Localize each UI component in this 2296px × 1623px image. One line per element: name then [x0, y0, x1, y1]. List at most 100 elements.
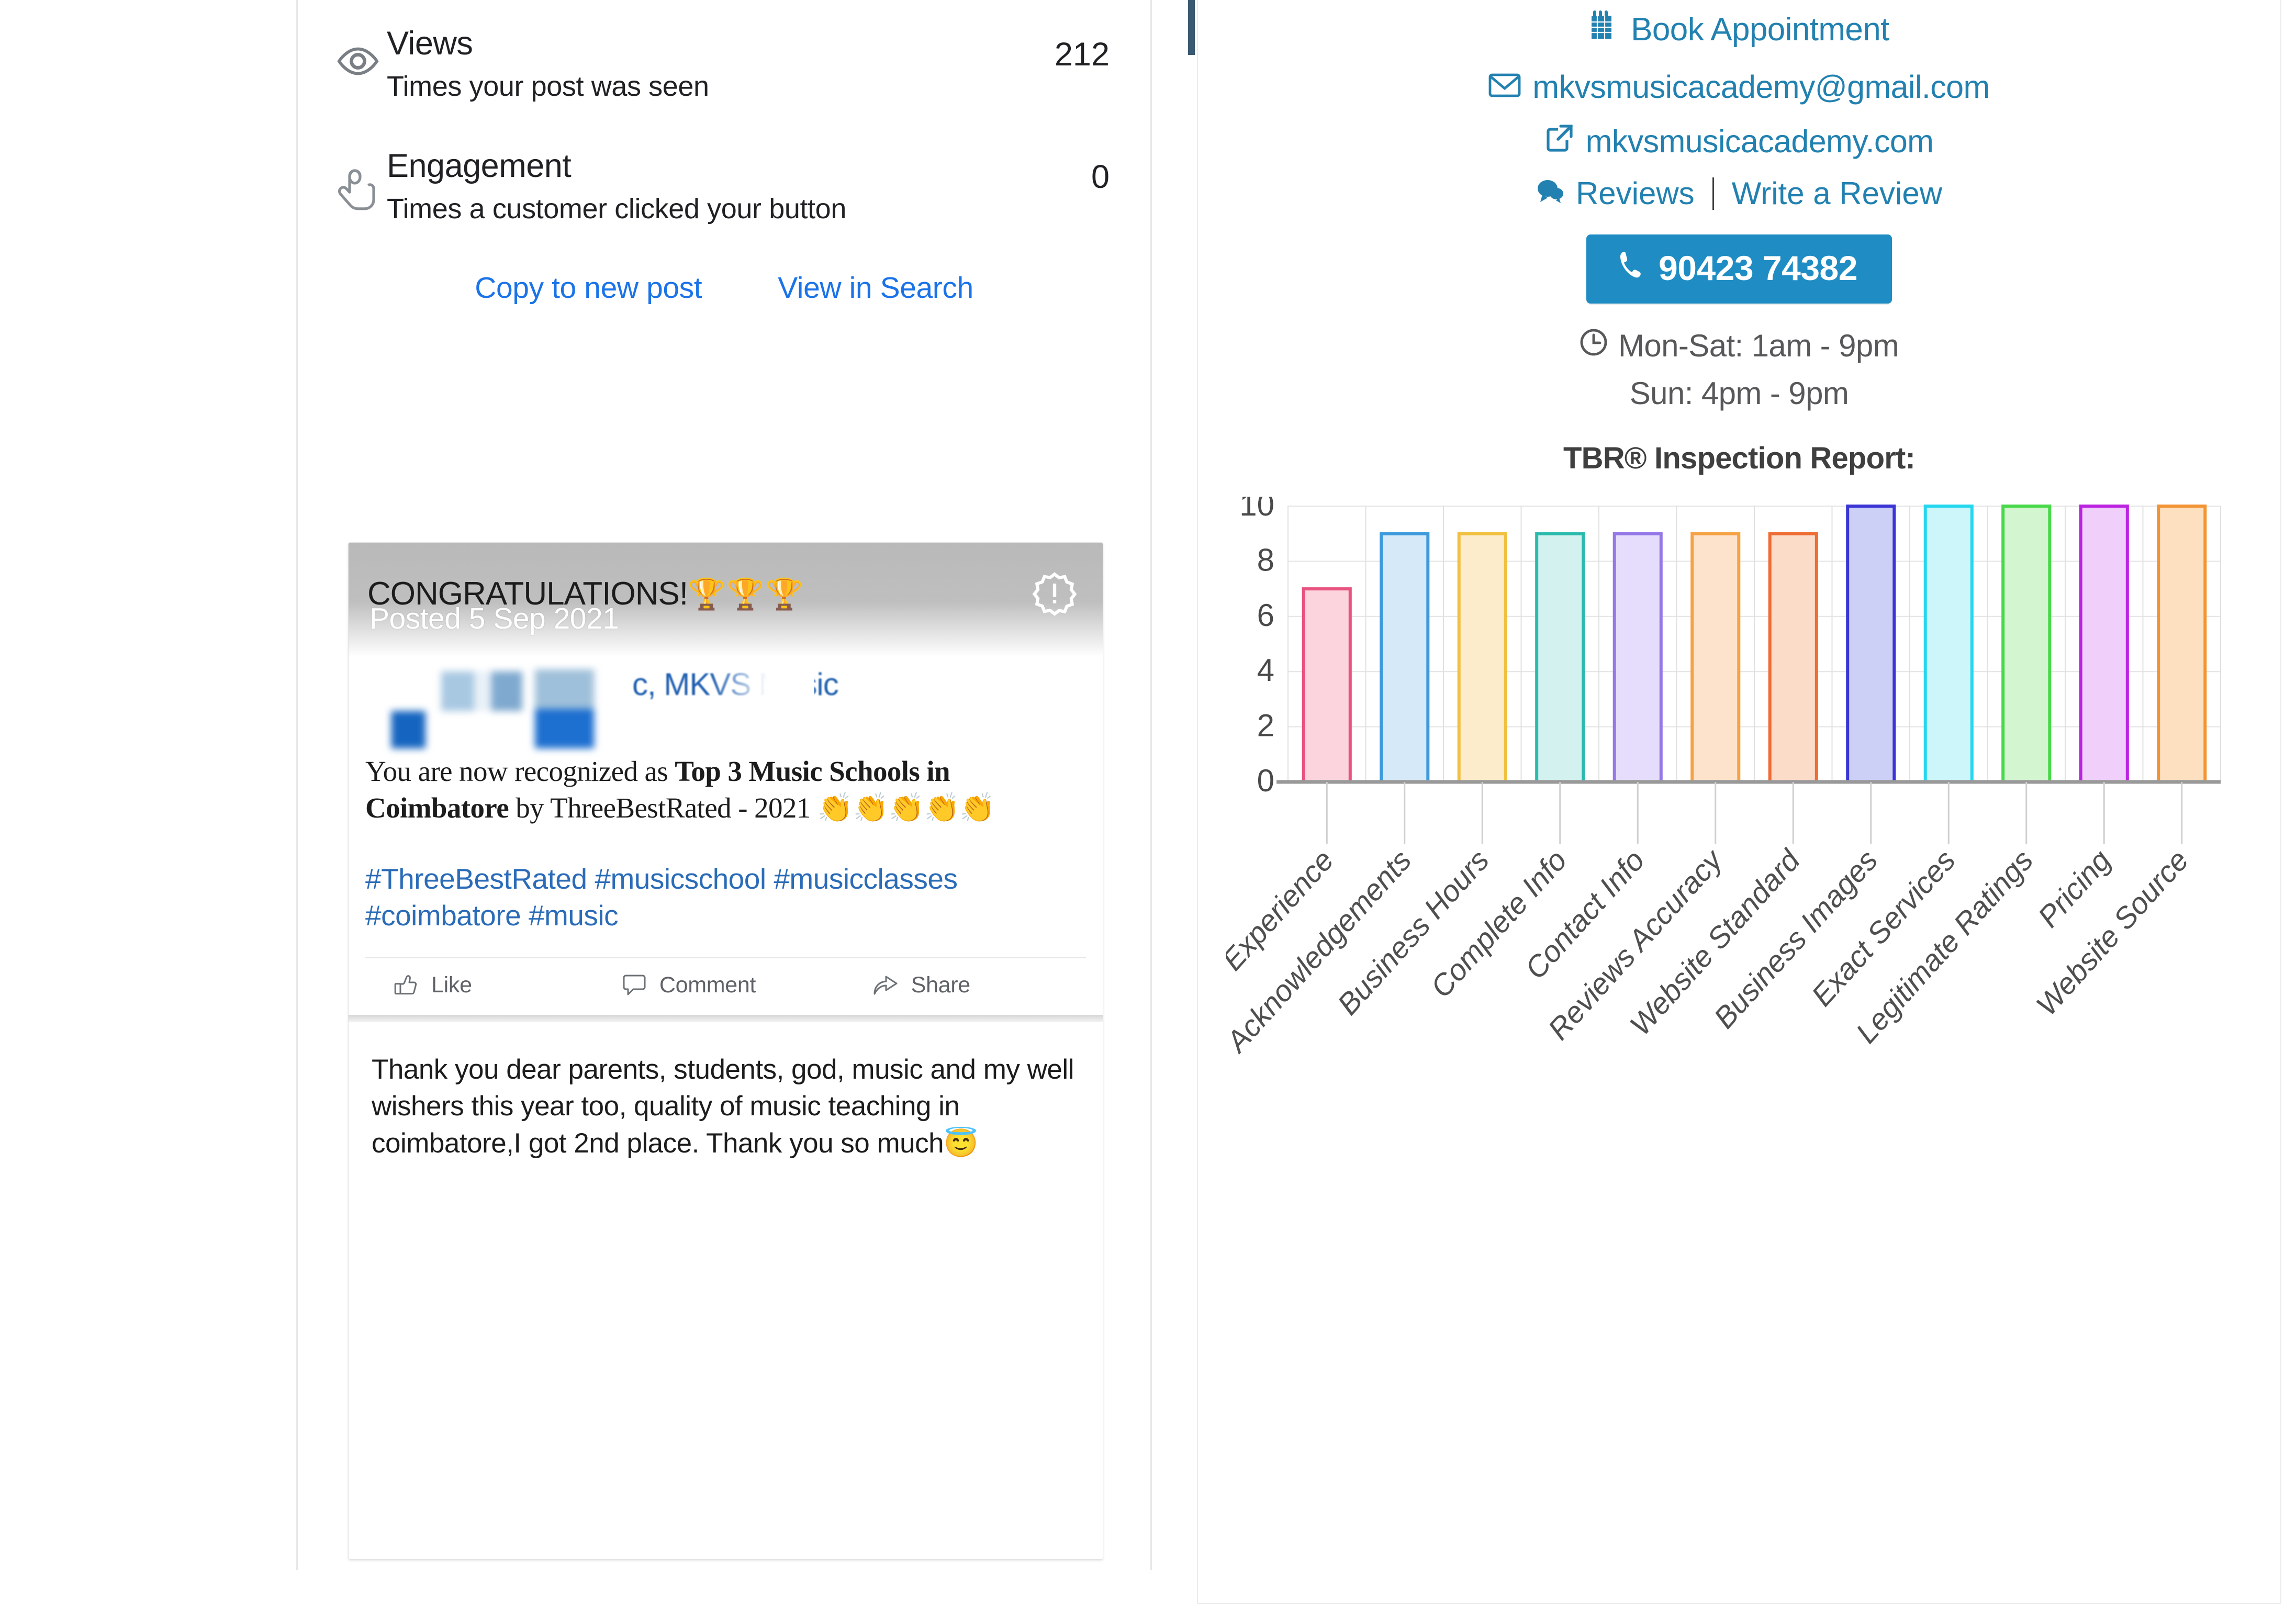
book-appointment-link[interactable]: Book Appointment	[1219, 9, 2259, 50]
stat-value: 0	[1091, 158, 1110, 195]
y-tick-label: 2	[1257, 708, 1274, 743]
logo-fade-mask	[710, 660, 814, 723]
bar-group	[2001, 505, 2052, 783]
calendar-icon	[1589, 9, 1619, 50]
post-body: You are now recognized as Top 3 Music Sc…	[349, 750, 1103, 958]
post-message-text: You are now recognized as Top 3 Music Sc…	[365, 753, 1086, 827]
comment-bubble-icon	[623, 975, 646, 995]
post-divider	[365, 957, 1086, 958]
bar-group	[1535, 532, 1585, 783]
phone-icon	[1617, 248, 1645, 288]
stat-row-engagement: Engagement Times a customer clicked your…	[329, 147, 1119, 225]
stat-subtitle: Times a customer clicked your button	[387, 193, 846, 225]
stat-title: Views	[387, 25, 473, 62]
post-preview-card[interactable]: CONGRATULATIONS!🏆🏆🏆 Posted 5 Sep 2021	[348, 542, 1103, 1560]
copy-to-new-post-link[interactable]: Copy to new post	[475, 271, 702, 305]
post-hero-headline-text: CONGRATULATIONS!	[367, 576, 688, 612]
bar-group	[2079, 505, 2129, 783]
post-posted-date: Posted 5 Sep 2021	[369, 602, 619, 635]
bar-group	[1846, 505, 1896, 783]
like-button[interactable]: Like	[374, 972, 606, 999]
chat-bubbles-icon	[1536, 175, 1565, 211]
bar-experience[interactable]	[1302, 587, 1352, 783]
blurred-logo-graphic	[388, 657, 660, 751]
stat-value: 212	[1054, 36, 1110, 73]
bar-group	[2157, 505, 2207, 783]
post-hero-banner: CONGRATULATIONS!🏆🏆🏆 Posted 5 Sep 2021	[349, 543, 1103, 657]
post-action-links: Copy to new post View in Search	[298, 271, 1150, 305]
business-hours-weekend: Sun: 4pm - 9pm	[1629, 376, 1849, 411]
stat-title: Engagement	[387, 147, 572, 184]
stat-subtitle: Times your post was seen	[387, 71, 709, 103]
post-insights-panel: Views Times your post was seen 212 Engag…	[296, 0, 1152, 1570]
business-info-panel: Book Appointment mkvsmusicacademy@gmail.…	[1188, 0, 2281, 1604]
y-tick-label: 10	[1239, 497, 1274, 522]
y-tick-label: 4	[1257, 653, 1274, 688]
post-message-bold: Top 3 Music Schools in Coimbatore	[365, 755, 950, 824]
post-social-actions: Like Comment Share	[349, 958, 1103, 1015]
post-section-separator	[349, 1014, 1103, 1022]
click-hand-icon	[329, 149, 387, 216]
bar-business-hours[interactable]	[1457, 532, 1507, 783]
bar-group	[1457, 532, 1507, 783]
bar-legitimate-ratings[interactable]	[2001, 505, 2052, 783]
bar-group	[1690, 532, 1741, 783]
bar-acknowledgements[interactable]	[1380, 532, 1430, 783]
trophy-icons: 🏆🏆🏆	[688, 577, 804, 611]
post-message-lead: You are now recognized as	[365, 755, 675, 787]
chart-title: TBR® Inspection Report:	[1563, 441, 1916, 475]
bar-contact-info[interactable]	[1612, 532, 1663, 783]
badge-exclamation-icon[interactable]	[1031, 572, 1079, 625]
bar-website-source[interactable]	[2157, 505, 2207, 783]
external-link-icon	[1545, 123, 1574, 160]
panel-accent-bar	[1188, 0, 1195, 55]
website-link[interactable]: mkvsmusicacademy.com	[1219, 123, 2259, 160]
view-in-search-link[interactable]: View in Search	[778, 271, 973, 305]
reviews-separator	[1712, 177, 1714, 210]
y-tick-label: 6	[1257, 598, 1274, 633]
thumbs-up-icon	[394, 975, 417, 994]
email-link[interactable]: mkvsmusicacademy@gmail.com	[1219, 69, 2259, 105]
x-tick-label: Complete Info	[1424, 844, 1573, 1004]
book-appointment-label: Book Appointment	[1631, 12, 1889, 48]
reviews-link[interactable]: Reviews	[1575, 176, 1695, 211]
bar-group	[1302, 587, 1352, 783]
comment-button[interactable]: Comment	[606, 972, 853, 999]
stat-row-views: Views Times your post was seen 212	[329, 26, 1119, 103]
eye-icon	[329, 26, 387, 77]
bar-website-standard[interactable]	[1768, 532, 1818, 783]
post-stats-list: Views Times your post was seen 212 Engag…	[298, 0, 1150, 225]
email-label: mkvsmusicacademy@gmail.com	[1532, 69, 1990, 105]
phone-number-label: 90423 74382	[1659, 249, 1857, 287]
post-caption-text: Thank you dear parents, students, god, m…	[372, 1054, 1074, 1159]
business-hours-weekday: Mon-Sat: 1am - 9pm	[1219, 328, 2259, 364]
website-label: mkvsmusicacademy.com	[1585, 124, 1934, 159]
post-hero-headline: CONGRATULATIONS!🏆🏆🏆	[367, 575, 804, 612]
bar-group	[1768, 532, 1818, 783]
clap-emoji: 👏👏👏👏👏	[817, 792, 995, 824]
post-hashtags[interactable]: #ThreeBestRated #musicschool #musicclass…	[365, 862, 958, 932]
bar-reviews-accuracy[interactable]	[1690, 532, 1741, 783]
comment-label: Comment	[659, 972, 756, 998]
y-tick-label: 0	[1257, 763, 1274, 798]
y-tick-label: 8	[1257, 542, 1274, 577]
bar-group	[1612, 532, 1663, 783]
write-review-link[interactable]: Write a Review	[1731, 176, 1943, 211]
share-label: Share	[911, 972, 971, 998]
like-label: Like	[431, 972, 472, 998]
reviews-row: Reviews Write a Review	[1219, 175, 2259, 211]
inspection-report-chart: 0 2 4 6 8 10 Experience Acknowledgements Busines…	[1226, 497, 2252, 1269]
bar-exact-services[interactable]	[1923, 505, 1974, 783]
bar-business-images[interactable]	[1846, 505, 1896, 783]
share-button[interactable]: Share	[853, 972, 1078, 999]
bar-pricing[interactable]	[2079, 505, 2129, 783]
bar-group	[1380, 532, 1430, 783]
phone-button[interactable]: 90423 74382	[1586, 234, 1892, 304]
bar-complete-info[interactable]	[1535, 532, 1585, 783]
post-message-tail: by ThreeBestRated - 2021	[509, 792, 817, 824]
clock-icon	[1580, 328, 1608, 364]
envelope-icon	[1488, 69, 1521, 105]
hours-weekday-label: Mon-Sat: 1am - 9pm	[1618, 328, 1899, 363]
share-arrow-icon	[873, 976, 898, 995]
